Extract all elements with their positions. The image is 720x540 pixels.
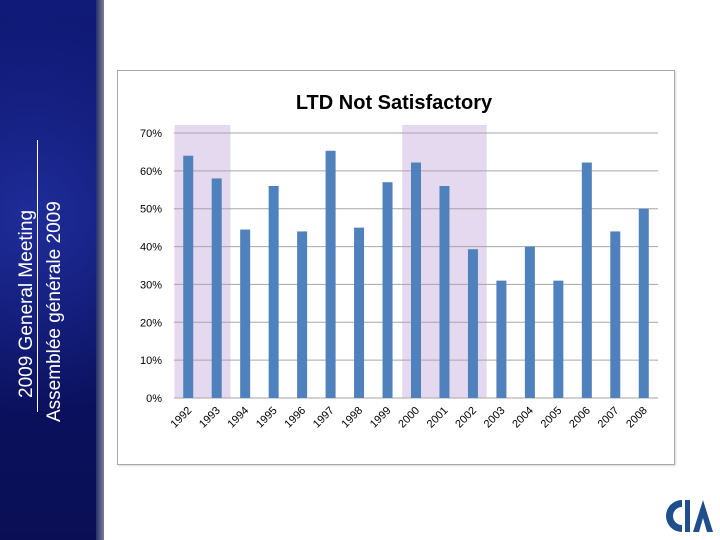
bar-2007 — [610, 231, 621, 398]
y-tick-label: 20% — [140, 317, 162, 329]
bar-1998 — [354, 227, 365, 398]
y-tick-label: 40% — [140, 242, 162, 254]
bar-2001 — [439, 186, 450, 398]
bar-1996 — [297, 231, 308, 398]
bar-1997 — [325, 150, 336, 398]
x-tick-label: 2000 — [396, 405, 422, 431]
bar-1993 — [211, 178, 222, 398]
bar-1999 — [382, 182, 393, 398]
y-tick-label: 50% — [140, 204, 162, 216]
bar-1994 — [240, 229, 251, 398]
y-tick-label: 30% — [140, 279, 162, 291]
bar-chart: 0% 10% 20% 30% 40% 50% 60% 70% 1992 1993 1994 1995… — [140, 92, 658, 431]
bar-2004 — [524, 246, 535, 398]
x-tick-label: 2001 — [425, 405, 451, 431]
meeting-title-fr: Assemblée générale 2009 — [44, 201, 65, 422]
cia-logo-icon — [666, 500, 713, 532]
sidebar-divider — [37, 140, 38, 412]
sidebar-edge — [96, 0, 104, 540]
y-tick-label: 60% — [140, 166, 162, 178]
x-tick-label: 1999 — [368, 405, 394, 431]
x-tick-label: 2003 — [482, 405, 508, 431]
x-tick-label: 1995 — [254, 405, 280, 431]
chart-frame: 0% 10% 20% 30% 40% 50% 60% 70% 1992 1993 1994 1995… — [117, 70, 675, 465]
x-tick-label: 1996 — [282, 405, 308, 431]
x-tick-label: 1992 — [169, 405, 195, 431]
x-tick-label: 1997 — [311, 405, 337, 431]
x-tick-label: 1993 — [197, 405, 223, 431]
x-tick-label: 2005 — [539, 405, 565, 431]
bar-2008 — [638, 208, 649, 398]
bar-2006 — [581, 162, 592, 398]
bar-1995 — [268, 186, 279, 398]
x-tick-label: 2002 — [453, 405, 479, 431]
chart-title: LTD Not Satisfactory — [296, 92, 493, 114]
y-tick-label: 10% — [140, 355, 162, 367]
x-tick-label: 2006 — [567, 405, 593, 431]
sidebar-banner: 2009 General Meeting Assemblée générale … — [0, 0, 104, 540]
bar-1992 — [183, 155, 194, 398]
y-tick-label: 0% — [146, 393, 162, 405]
y-tick-label: 70% — [140, 128, 162, 140]
x-tick-label: 2004 — [510, 405, 536, 431]
x-tick-label: 1994 — [225, 405, 251, 431]
highlight-band-1 — [174, 125, 231, 398]
x-tick-label: 1998 — [339, 405, 365, 431]
x-tick-label: 2008 — [624, 405, 650, 431]
bar-2000 — [411, 162, 421, 398]
meeting-title-en: 2009 General Meeting — [16, 209, 37, 398]
bar-2002 — [467, 249, 478, 398]
bar-2003 — [496, 280, 507, 398]
x-tick-label: 2007 — [596, 405, 622, 431]
bar-2005 — [553, 280, 564, 398]
